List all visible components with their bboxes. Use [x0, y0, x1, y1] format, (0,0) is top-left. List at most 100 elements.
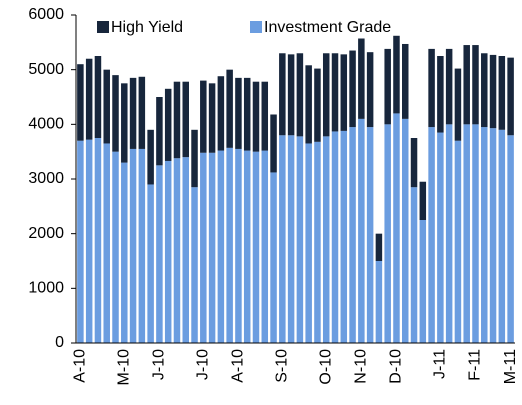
bar-segment — [384, 48, 391, 125]
bar-segment — [331, 131, 339, 343]
bar-segment — [340, 130, 348, 343]
y-tick-label: 2000 — [28, 225, 64, 242]
y-tick-label: 0 — [55, 334, 64, 351]
bar-segment — [252, 81, 260, 152]
bar-segment — [445, 124, 453, 343]
bar-segment — [94, 138, 102, 343]
bar-segment — [419, 220, 427, 343]
bar-segment — [384, 124, 391, 343]
bar-segment — [217, 76, 225, 151]
legend-label: High Yield — [111, 19, 183, 36]
bar-segment — [85, 58, 93, 140]
bar-segment — [173, 81, 181, 159]
bar-segment — [366, 127, 374, 343]
bar-segment — [138, 76, 146, 149]
x-tick-label: S-10 — [274, 349, 291, 383]
x-tick-label: J-11 — [432, 349, 449, 379]
bar-segment — [507, 135, 514, 343]
bar-segment — [103, 69, 110, 144]
y-tick-label: 5000 — [28, 61, 64, 78]
bar-segment — [112, 151, 119, 343]
bar-segment — [103, 143, 110, 343]
x-tick-label: A-10 — [230, 349, 247, 383]
bar-segment — [322, 136, 330, 343]
bar-segment — [489, 128, 497, 343]
bar-segment — [314, 141, 321, 343]
bar-segment — [200, 80, 207, 153]
bar-segment — [261, 81, 269, 151]
bar-segment — [393, 35, 400, 114]
bar-segment — [481, 53, 488, 128]
bar-segment — [243, 77, 251, 151]
bar-segment — [305, 65, 312, 144]
bar-segment — [375, 261, 383, 343]
y-tick-label: 3000 — [28, 170, 64, 187]
y-tick-label: 6000 — [28, 6, 64, 23]
bar-segment — [498, 56, 506, 130]
bar-segment — [156, 165, 163, 343]
bar-segment — [129, 148, 137, 343]
bar-segment — [428, 48, 435, 128]
y-tick-label: 4000 — [28, 116, 64, 133]
bar-segment — [208, 152, 216, 343]
bar-segment — [366, 52, 374, 128]
x-tick-label: M-10 — [116, 349, 133, 386]
bar-segment — [419, 181, 427, 220]
legend-swatch — [250, 21, 262, 33]
bar-segment — [112, 75, 119, 152]
bar-segment — [121, 162, 128, 343]
bar-segment — [340, 54, 348, 131]
x-tick-label: A-10 — [72, 349, 89, 383]
bar-segment — [77, 140, 84, 343]
x-tick-label: M-11 — [502, 349, 519, 384]
bar-segment — [200, 152, 207, 343]
bar-segment — [322, 53, 330, 137]
bar-segment — [226, 69, 233, 148]
legend-label: Investment Grade — [264, 19, 391, 36]
x-tick-label: O-10 — [317, 349, 334, 385]
bar-segment — [463, 124, 470, 343]
bar-segment — [463, 45, 470, 125]
bar-segment — [164, 160, 172, 343]
x-tick-label: J-10 — [195, 349, 212, 380]
bar-segment — [287, 54, 295, 136]
bar-segment — [393, 113, 400, 344]
bar-segment — [182, 157, 189, 343]
bar-segment — [243, 150, 251, 343]
bar-segment — [472, 124, 479, 343]
bar-segment — [349, 50, 356, 128]
bar-segment — [358, 118, 365, 343]
bar-segment — [287, 135, 295, 343]
bar-segment — [454, 68, 462, 141]
bar-segment — [402, 43, 409, 119]
bar-segment — [437, 132, 444, 343]
bar-segment — [138, 148, 146, 343]
bar-segment — [156, 97, 163, 166]
bar-segment — [428, 127, 435, 343]
y-tick-label: 1000 — [28, 280, 64, 297]
bar-segment — [121, 83, 128, 163]
bar-segment — [305, 143, 312, 343]
bar-segment — [261, 150, 269, 343]
legend-swatch — [97, 21, 109, 33]
bar-segment — [375, 233, 383, 261]
bar-segment — [270, 172, 277, 343]
bar-segment — [252, 151, 260, 343]
x-tick-label: F-11 — [467, 349, 484, 381]
bar-segment — [208, 83, 216, 153]
bar-segment — [217, 150, 225, 343]
bar-segment — [481, 127, 488, 343]
x-tick-label: N-10 — [353, 349, 370, 384]
bar-segment — [410, 138, 418, 188]
bar-segment — [85, 139, 93, 343]
bar-segment — [164, 88, 172, 161]
bar-segment — [191, 187, 198, 343]
bar-segment — [279, 135, 286, 343]
bar-segment — [358, 38, 365, 119]
bar-segment — [454, 140, 462, 343]
bar-segment — [182, 81, 189, 158]
bar-segment — [410, 187, 418, 343]
bar-segment — [173, 158, 181, 343]
x-tick-label: D-10 — [388, 349, 405, 384]
